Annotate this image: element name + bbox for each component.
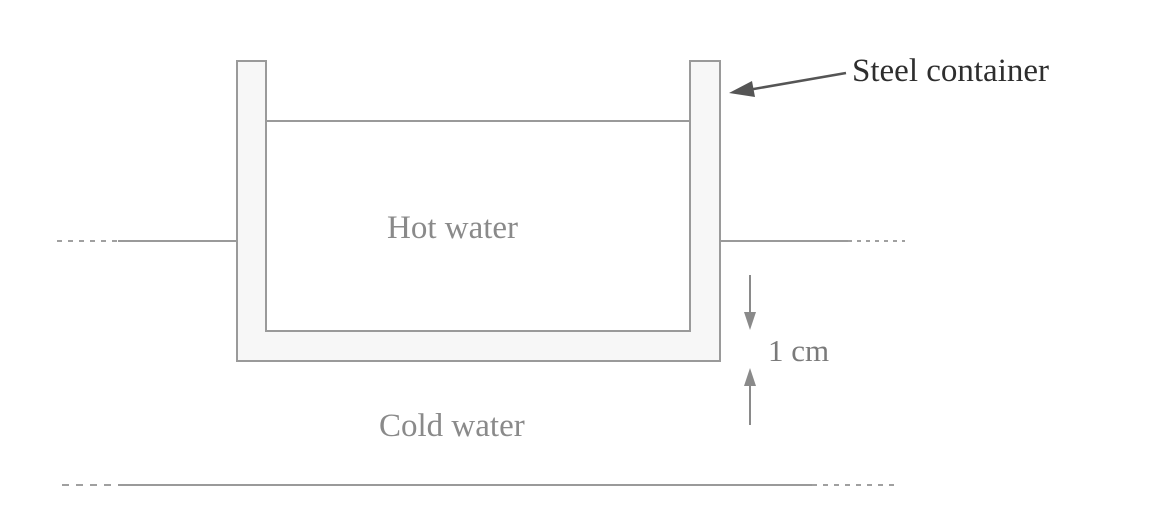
thickness-arrow-up (744, 368, 756, 425)
container-pointer-arrow (729, 71, 847, 97)
cold-water-label: Cold water (379, 408, 525, 444)
wall-thickness-label: 1 cm (768, 333, 830, 368)
steel-container-label: Steel container (852, 53, 1050, 89)
steel-container (236, 60, 721, 362)
thickness-arrow-down (744, 275, 756, 330)
hot-water-label: Hot water (387, 210, 519, 246)
